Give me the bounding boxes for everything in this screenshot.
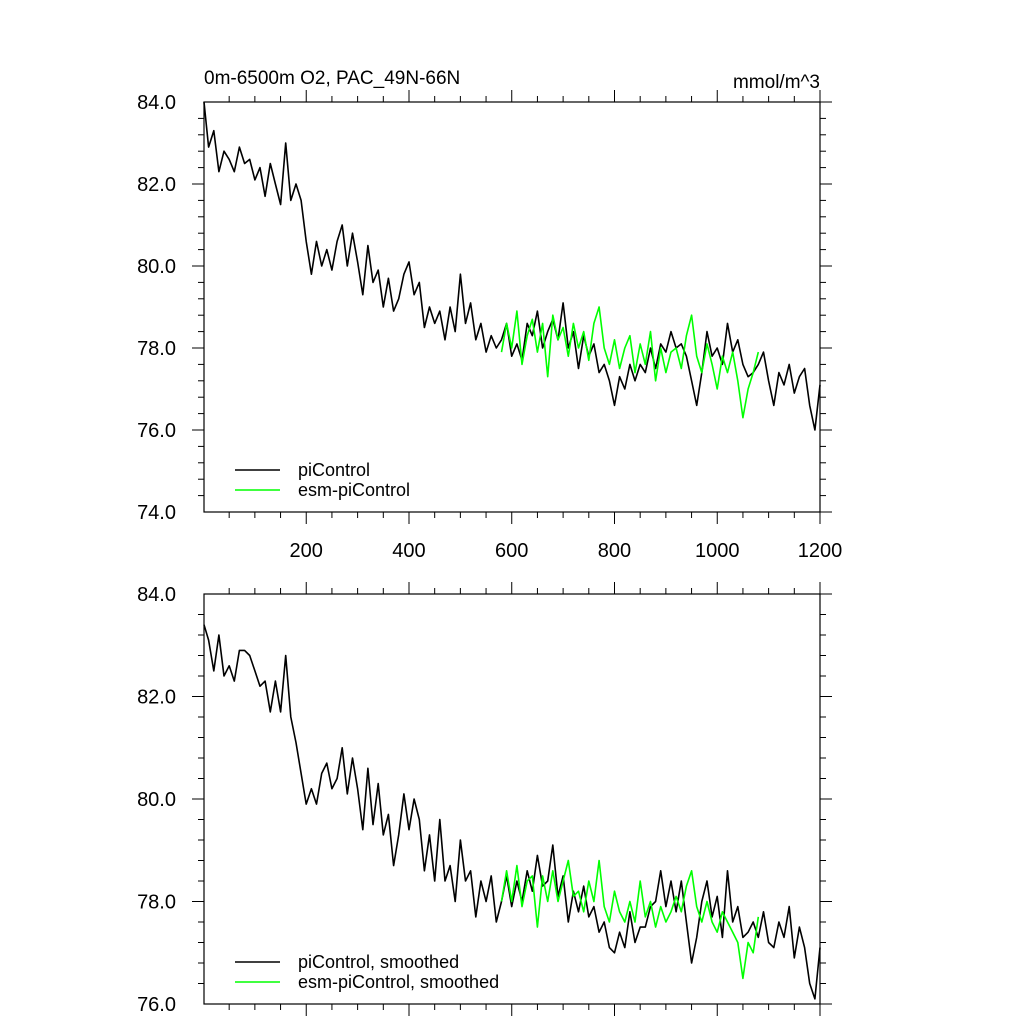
legend: piControl esm-piControl — [235, 460, 410, 500]
y-tick-label: 80.0 — [137, 789, 176, 811]
legend-label-esm-picontrol-smoothed: esm-piControl, smoothed — [298, 972, 499, 992]
series-line-esm-picontrol — [500, 306, 760, 419]
legend-label-esm-picontrol: esm-piControl — [298, 480, 410, 500]
panel-title: 0m-6500m O2, PAC_49N-66N — [204, 68, 460, 89]
y-tick-label: 74.0 — [137, 502, 176, 524]
x-tick-label: 200 — [290, 540, 323, 562]
x-tick-label: 600 — [495, 540, 528, 562]
y-tick-label: 78.0 — [137, 892, 176, 914]
x-tick-label: 1000 — [695, 540, 740, 562]
legend-label-picontrol-smoothed: piControl, smoothed — [298, 952, 459, 972]
axis-ticks: 76.0 78.0 80.0 82.0 84.0 — [137, 582, 832, 1016]
x-tick-label: 1200 — [798, 540, 843, 562]
y-tick-label: 82.0 — [137, 174, 176, 196]
legend-label-picontrol: piControl — [298, 460, 370, 480]
y-tick-label: 84.0 — [137, 584, 176, 606]
series-line-picontrol — [203, 101, 821, 431]
x-tick-label: 400 — [392, 540, 425, 562]
y-tick-label: 78.0 — [137, 338, 176, 360]
y-tick-label: 84.0 — [137, 92, 176, 114]
y-tick-label: 80.0 — [137, 256, 176, 278]
y-tick-label: 76.0 — [137, 994, 176, 1016]
series-line-picontrol-smoothed — [203, 624, 821, 1000]
series-line-esm-picontrol-smoothed — [500, 859, 760, 980]
axis-ticks: 74.0 76.0 78.0 80.0 82.0 84.0 200 400 600 800 1000… — [137, 90, 842, 562]
top-panel: 0m-6500m O2, PAC_49N-66N mmol/m^3 74.0 76… — [137, 68, 842, 562]
legend: piControl, smoothed esm-piControl, smoot… — [235, 952, 499, 992]
bottom-panel: 76.0 78.0 80.0 82.0 84.0 piControl, smoothed… — [137, 582, 832, 1016]
y-tick-label: 76.0 — [137, 420, 176, 442]
units-label: mmol/m^3 — [733, 72, 820, 93]
series-layer — [203, 101, 821, 431]
y-tick-label: 82.0 — [137, 687, 176, 709]
x-tick-label: 800 — [598, 540, 631, 562]
series-layer — [203, 624, 821, 1000]
